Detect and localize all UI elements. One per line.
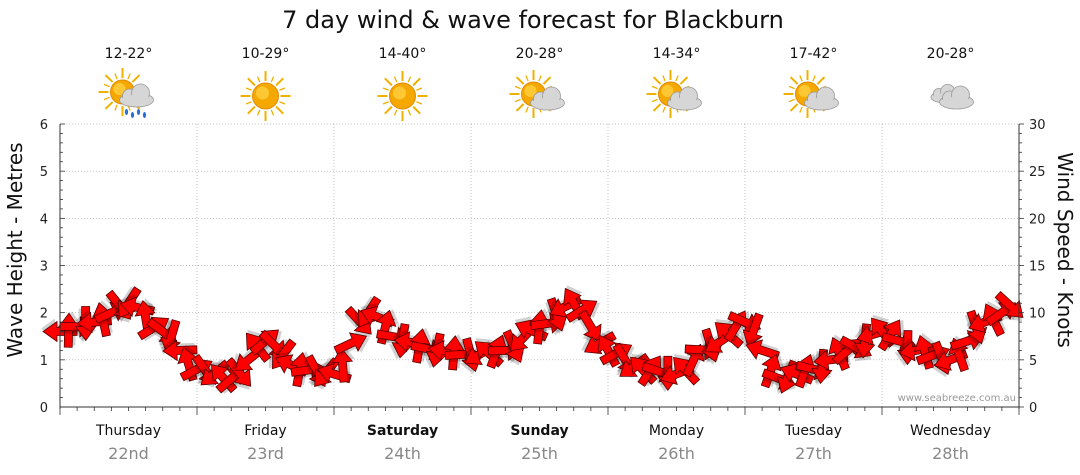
grid: [60, 123, 1019, 407]
y-tick-label-left: 3: [40, 260, 48, 275]
y-tick-label-right: 0: [1029, 401, 1037, 416]
cloud-icon: [930, 84, 974, 110]
sun-cloud-icon: [783, 70, 839, 118]
wind-arrow: [333, 332, 370, 356]
y-tick-label-right: 10: [1029, 307, 1046, 322]
day-name-label: Friday: [244, 423, 286, 439]
day-name-label: Tuesday: [784, 423, 842, 439]
y-tick-label-right: 20: [1029, 212, 1046, 227]
temperature-label: 20-28°: [516, 46, 564, 62]
temperature-label: 20-28°: [927, 46, 975, 62]
chart-title: 7 day wind & wave forecast for Blackburn: [282, 6, 784, 34]
y-tick-label-left: 4: [40, 212, 48, 227]
temperature-labels: 12-22° 10-29° 14-40° 20-28° 14-34° 17-42° 20-2…: [105, 46, 975, 62]
wind-arrow: [994, 290, 1024, 322]
day-name-label: Sunday: [510, 423, 568, 439]
temperature-label: 17-42°: [790, 46, 838, 62]
y-tick-label-left: 0: [40, 401, 48, 416]
wind-arrow: [745, 336, 780, 361]
y-tick-label-left: 6: [40, 118, 48, 133]
wind-arrow: [331, 345, 356, 383]
day-name-label: Wednesday: [910, 423, 991, 439]
temperature-label: 10-29°: [242, 46, 290, 62]
day-date-label: 26th: [658, 444, 695, 463]
y-axis-right-title: Wind Speed - Knots: [1053, 152, 1077, 348]
day-date-label: 27th: [795, 444, 832, 463]
wind-arrow: [160, 337, 198, 362]
y-tick-label-left: 1: [40, 354, 48, 369]
temperature-label: 14-40°: [379, 46, 427, 62]
temperature-label: 14-34°: [653, 46, 701, 62]
sun-icon: [377, 71, 428, 121]
y-tick-label-right: 15: [1029, 260, 1046, 275]
day-name-label: Monday: [649, 423, 704, 439]
day-date-label: 28th: [932, 444, 969, 463]
y-tick-label-right: 5: [1029, 354, 1037, 369]
day-date-label: 22nd: [108, 444, 149, 463]
tick-labels: 0 1 2 3 4 5 6 0 5 10 15 20 25 30: [40, 118, 1046, 416]
day-name-label: Thursday: [95, 423, 161, 439]
sun-cloud-rain-icon: [98, 68, 154, 118]
temperature-label: 12-22°: [105, 46, 153, 62]
y-axis-left-title: Wave Height - Metres: [3, 142, 27, 357]
weather-icons: [98, 68, 974, 121]
y-tick-label-right: 30: [1029, 118, 1046, 133]
day-date-label: 23rd: [247, 444, 284, 463]
axes: [59, 123, 1024, 415]
sun-cloud-icon: [646, 70, 702, 118]
wind-arrow: [739, 312, 764, 348]
day-labels: Thursday 22nd Friday 23rd Saturday 24th Sunday…: [95, 423, 991, 463]
y-tick-label-left: 2: [40, 307, 48, 322]
watermark: www.seabreeze.com.au: [898, 393, 1016, 404]
day-date-label: 25th: [521, 444, 558, 463]
y-tick-label-left: 5: [40, 165, 48, 180]
sun-icon: [240, 71, 291, 121]
sun-cloud-icon: [509, 70, 565, 118]
y-tick-label-right: 25: [1029, 165, 1046, 180]
day-name-label: Saturday: [367, 423, 438, 439]
wind-arrows: [41, 285, 1024, 394]
day-date-label: 24th: [384, 444, 421, 463]
wind-arrow: [224, 357, 252, 390]
